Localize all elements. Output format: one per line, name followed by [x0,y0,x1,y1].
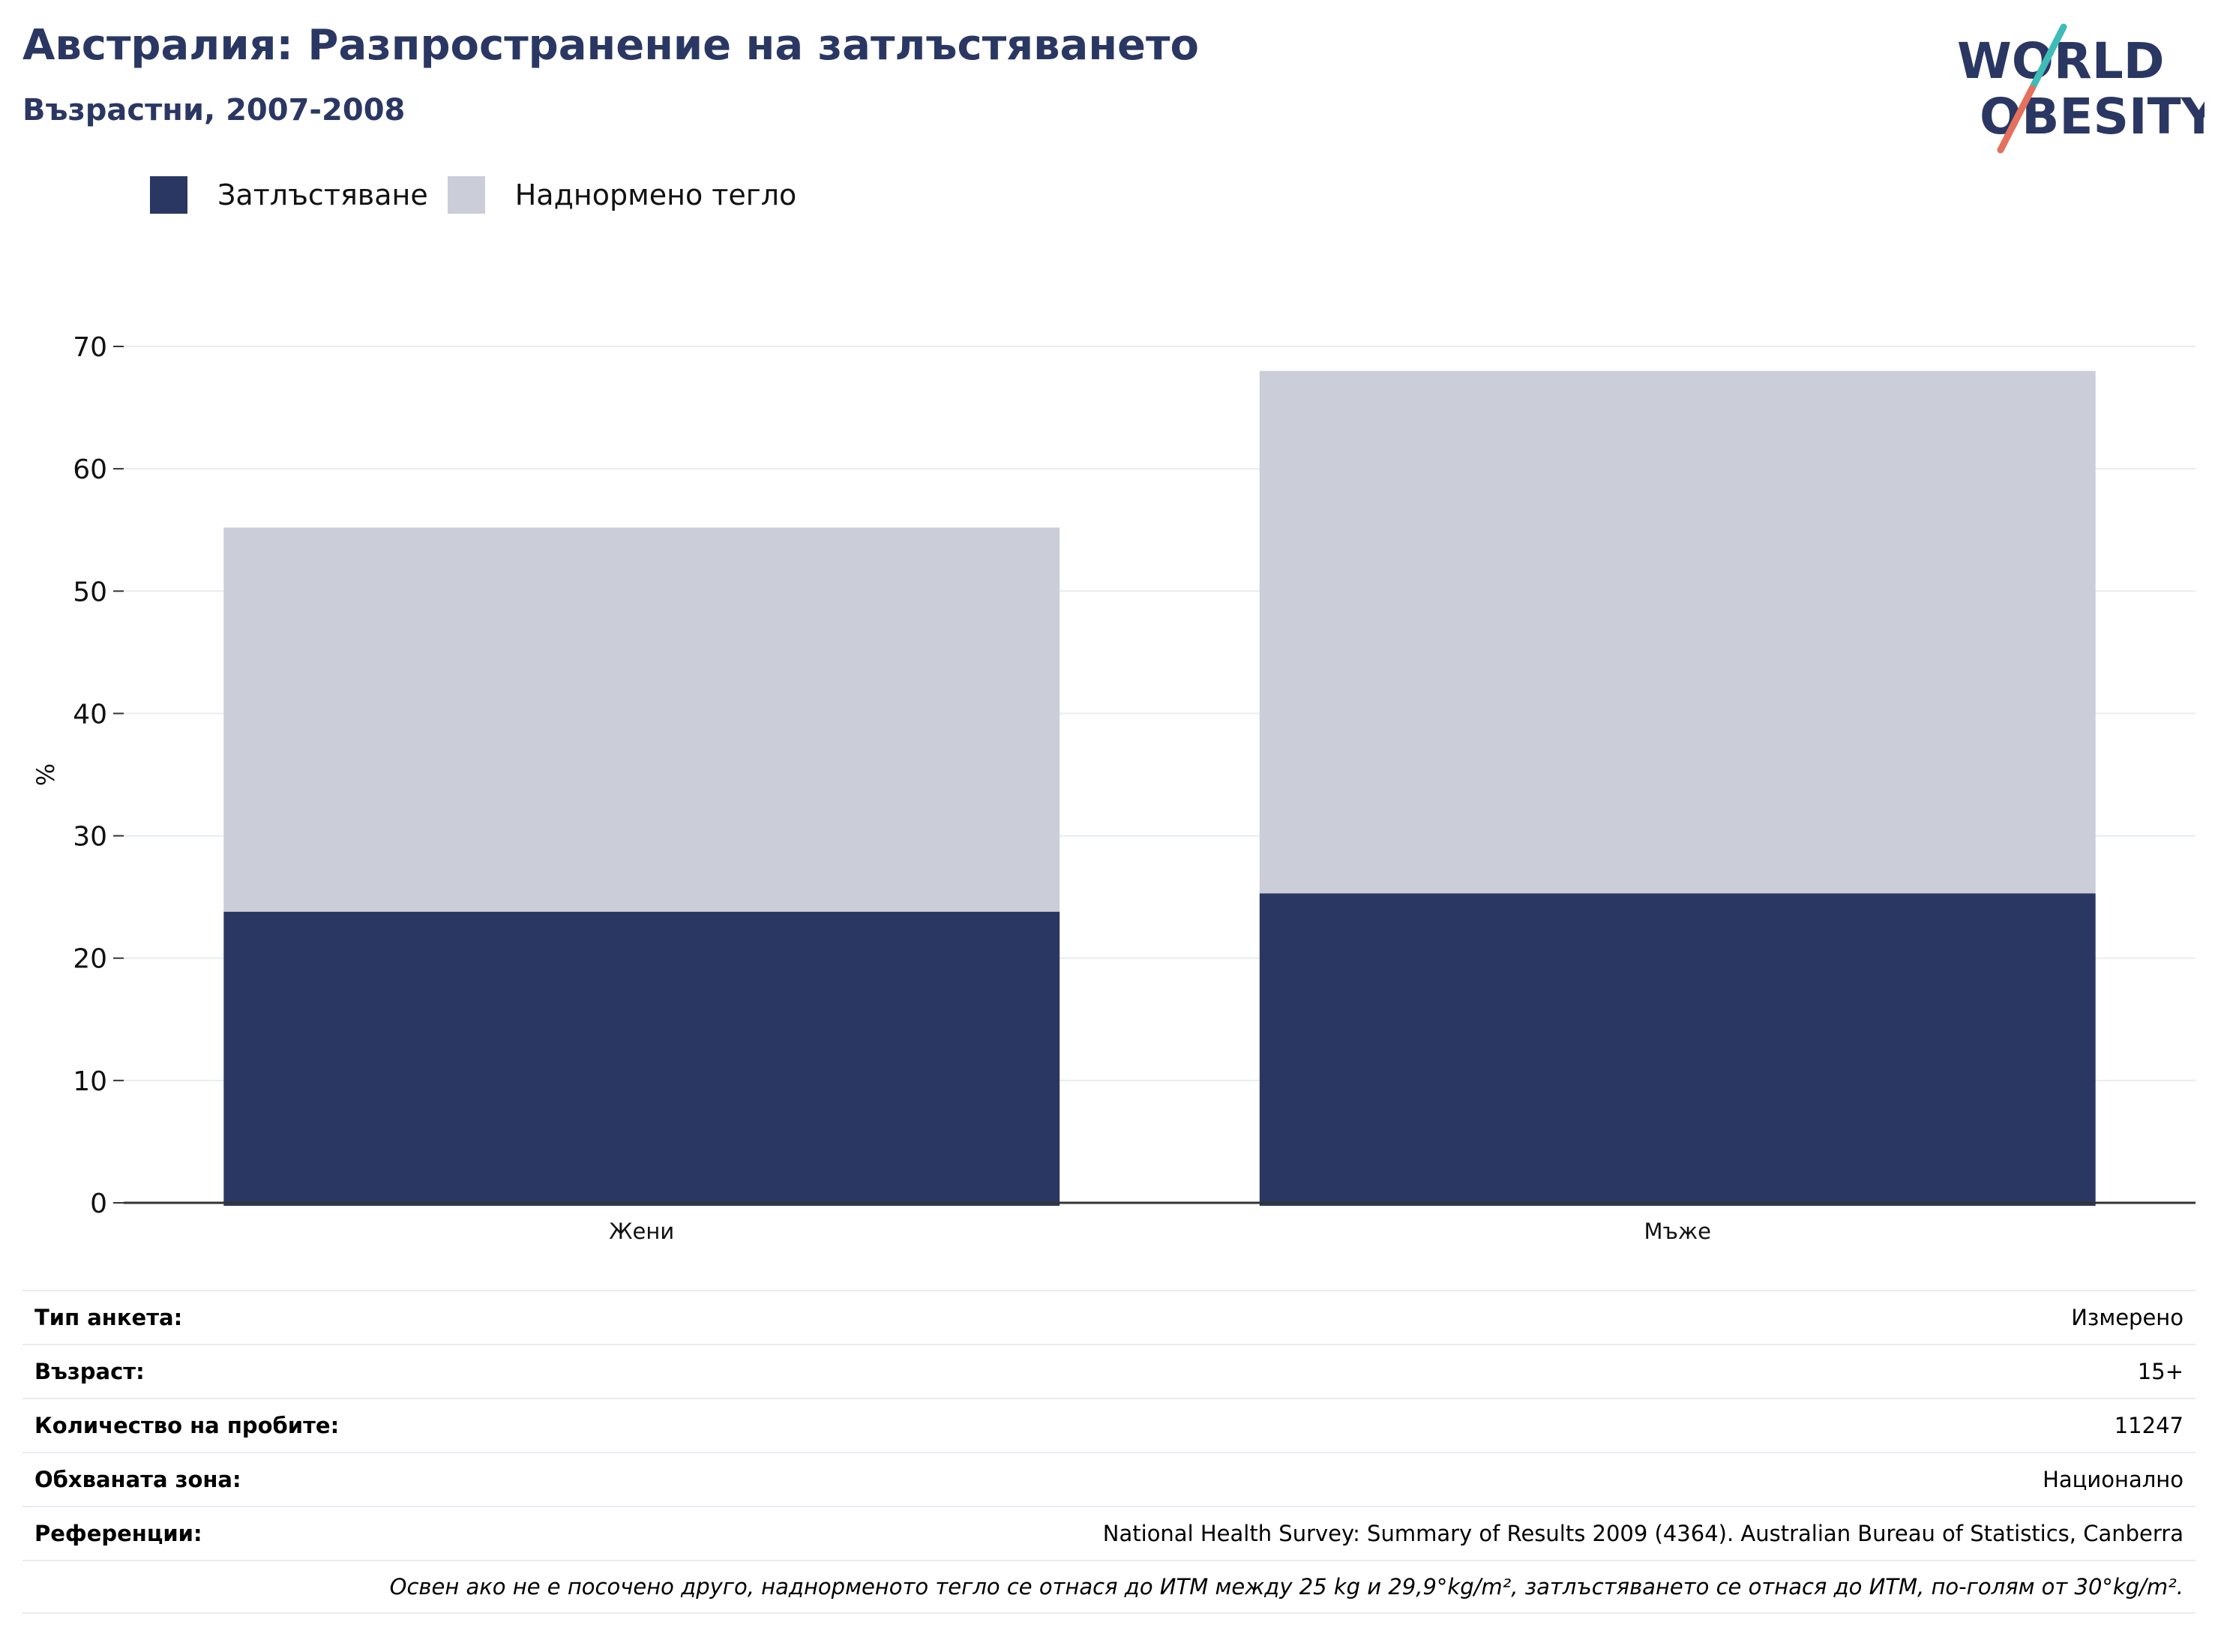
y-tick-label: 20 [73,944,107,975]
info-value: Национално [2043,1467,2184,1492]
info-value: 11247 [2114,1413,2184,1438]
y-axis-label: % [31,763,60,786]
bar-layer [223,370,2096,1206]
axis-layer: 0 10 20 30 40 50 60 70% Жени Мъже [31,332,2196,1244]
page-title: Австралия: Разпространение на затлъстява… [22,21,1199,70]
logo-slash-top [2028,23,2067,92]
info-label: Тип анкета: [34,1305,183,1330]
bar-overweight-0 [223,527,1060,912]
info-value: National Health Survey: Summary of Resul… [1102,1521,2184,1546]
y-tick-label: 50 [73,577,107,607]
y-tick-label: 70 [73,332,107,363]
legend-item-obesity: Затлъстяване [150,176,428,214]
bar-obesity-1 [1259,893,2096,1206]
definition-note: Освен ако не е посочено друго, наднормен… [389,1574,2184,1600]
info-label: Обхваната зона: [34,1467,241,1492]
page-subtitle: Възрастни, 2007-2008 [22,93,406,127]
survey-info-table: Тип анкета: Измерено Възраст: 15+ Количе… [22,1290,2196,1614]
legend-item-overweight: Наднормено тегло [447,176,797,214]
info-row-references: Референции: National Health Survey: Summ… [22,1506,2196,1560]
legend-swatch-obesity [150,176,187,214]
info-row-area: Обхваната зона: Национално [22,1452,2196,1506]
info-row-note: Освен ако не е посочено друго, наднормен… [22,1560,2196,1614]
x-category-label: Мъже [1644,1219,1711,1244]
info-label: Количество на пробите: [34,1413,340,1438]
world-obesity-logo: WORLD OBESITY [1957,23,2205,154]
info-row-age: Възраст: 15+ [22,1344,2196,1398]
info-label: Референции: [34,1521,202,1546]
info-row-sample-size: Количество на пробите: 11247 [22,1398,2196,1452]
x-category-label: Жени [609,1219,674,1244]
y-tick-label: 30 [73,822,107,853]
legend-label-overweight: Наднормено тегло [514,178,797,211]
logo-slash-bottom [1997,85,2036,154]
bar-obesity-0 [223,911,1060,1206]
info-value: Измерено [2071,1305,2184,1330]
chart-legend: Затлъстяване Наднормено тегло [150,172,816,217]
y-tick-label: 40 [73,699,107,730]
stacked-bar-chart: 0 10 20 30 40 50 60 70% Жени Мъже [31,332,2196,1244]
info-row-survey-type: Тип анкета: Измерено [22,1290,2196,1344]
logo-word-1: WORLD [1957,32,2165,90]
bar-overweight-1 [1259,370,2096,894]
y-tick-label: 60 [73,454,107,485]
info-label: Възраст: [34,1359,145,1384]
y-tick-label: 10 [73,1066,107,1097]
info-value: 15+ [2137,1359,2184,1384]
legend-label-obesity: Затлъстяване [217,178,428,211]
legend-swatch-overweight [447,176,485,214]
y-tick-label: 0 [90,1189,107,1219]
